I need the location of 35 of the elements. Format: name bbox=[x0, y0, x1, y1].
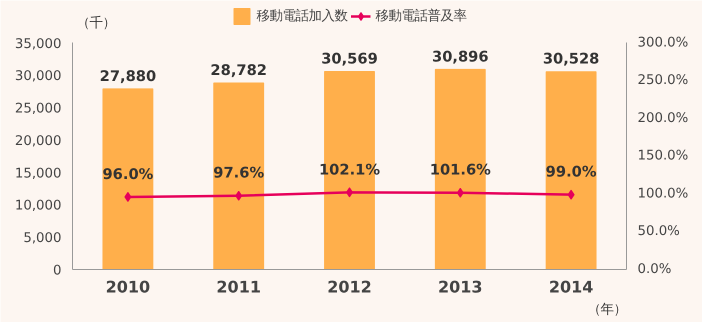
x-tick-label: 2013 bbox=[438, 278, 483, 296]
y-tick-label: 20,000 bbox=[14, 134, 62, 149]
y-tick-label: 10,000 bbox=[14, 198, 62, 214]
bar bbox=[102, 88, 154, 270]
y2-tick-label: 200.0% bbox=[638, 110, 688, 126]
x-axis-title: （年） bbox=[588, 302, 626, 318]
x-tick-label: 2011 bbox=[216, 278, 261, 296]
y2-tick-label: 250.0% bbox=[638, 73, 688, 88]
data-label: 30,528 bbox=[542, 50, 600, 68]
y2-tick-label: 100.0% bbox=[638, 186, 688, 202]
y-tick-label: 25,000 bbox=[14, 102, 62, 117]
data-label: 30,569 bbox=[321, 50, 378, 68]
data-label: 96.0% bbox=[102, 166, 154, 183]
y-tick-label: 30,000 bbox=[14, 69, 62, 84]
data-label: 28,782 bbox=[210, 62, 267, 80]
y2-tick-label: 0.0% bbox=[638, 262, 672, 277]
bar bbox=[546, 71, 597, 270]
y2-tick-label: 300.0% bbox=[638, 35, 688, 50]
y-tick-label: 0 bbox=[53, 264, 62, 278]
y-tick-label: 35,000 bbox=[14, 36, 62, 52]
data-label: 30,896 bbox=[432, 48, 489, 66]
data-label: 97.6% bbox=[213, 164, 264, 182]
x-tick-label: 2012 bbox=[327, 278, 372, 296]
y-tick-label: 15,000 bbox=[14, 166, 62, 182]
data-label: 27,880 bbox=[100, 68, 156, 85]
y2-tick-label: 150.0% bbox=[638, 148, 688, 164]
bar bbox=[213, 82, 264, 270]
legend-label: 移動電話普及率 bbox=[376, 8, 466, 25]
x-tick-label: 2014 bbox=[548, 278, 594, 296]
y-tick-label: 5,000 bbox=[23, 231, 62, 246]
y2-tick-label: 50.0% bbox=[638, 224, 680, 240]
data-label: 99.0% bbox=[546, 164, 597, 181]
legend-label: 移動電話加入数 bbox=[256, 8, 348, 25]
x-tick-label: 2010 bbox=[106, 278, 150, 296]
y-axis-title: （千） bbox=[76, 16, 116, 31]
